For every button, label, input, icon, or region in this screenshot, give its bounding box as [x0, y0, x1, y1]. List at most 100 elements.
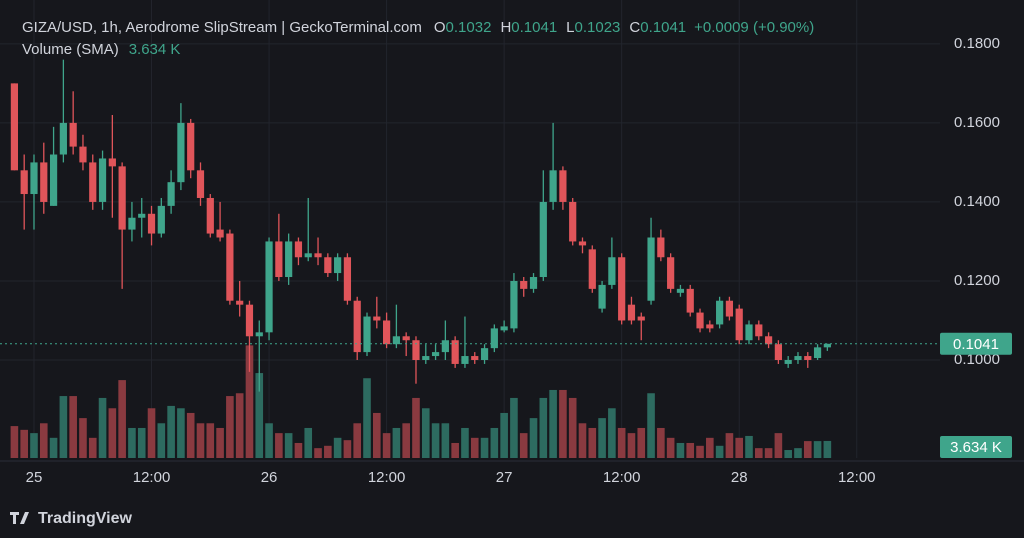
candle-body	[373, 316, 381, 321]
volume-bar	[20, 429, 28, 458]
volume-bar	[529, 418, 538, 458]
volume-bar	[30, 433, 38, 458]
volume-bar	[392, 427, 401, 458]
volume-bar	[470, 437, 479, 458]
candle-body	[275, 241, 283, 278]
candle-body	[471, 356, 479, 360]
candle-body	[696, 312, 704, 329]
volume-bar	[696, 445, 704, 458]
candle-body	[510, 280, 518, 329]
volume-bar	[10, 426, 19, 458]
volume-bar	[88, 437, 97, 458]
candle-body	[451, 340, 459, 364]
candle-body	[236, 300, 244, 305]
ohlc-label: L	[566, 19, 574, 36]
candle-body	[59, 122, 67, 155]
volume-bar	[617, 427, 626, 458]
volume-bar	[69, 396, 77, 458]
candle-body	[167, 182, 175, 206]
volume-bar	[39, 423, 48, 458]
volume-bar	[627, 433, 636, 458]
volume-bar	[745, 435, 753, 458]
volume-bar	[421, 408, 430, 458]
x-tick-label: 25	[26, 469, 43, 486]
candle-body	[422, 356, 430, 360]
volume-bar	[59, 396, 68, 458]
candle-body	[755, 324, 763, 337]
volume-bar	[735, 437, 744, 458]
volume-bar	[245, 345, 254, 458]
candle-body	[657, 237, 665, 258]
volume-bar	[794, 448, 802, 458]
y-tick-label: 0.1800	[954, 35, 1000, 52]
price-tag	[940, 332, 1012, 355]
volume-bar	[500, 412, 508, 458]
brand-logo: TradingView	[10, 510, 133, 527]
volume-bar	[559, 389, 567, 458]
candle-body	[10, 83, 18, 171]
ohlc-label: C	[629, 19, 640, 36]
volume-bar	[235, 393, 244, 458]
volume-bar	[431, 423, 440, 458]
volume-bar	[813, 441, 822, 458]
ohlc-label: O	[434, 19, 446, 36]
candle-body	[667, 257, 675, 289]
volume-bar	[186, 412, 195, 458]
candle-body	[745, 324, 753, 341]
candle-body	[618, 257, 626, 321]
volume-bar	[510, 397, 518, 458]
volume-bar	[666, 437, 675, 458]
candle-body	[285, 241, 293, 278]
volume-bar	[353, 423, 362, 458]
volume-bar	[128, 427, 136, 458]
volume-bar	[568, 397, 577, 458]
x-tick-label: 26	[261, 469, 278, 486]
candle-body	[725, 300, 734, 317]
candle-body	[784, 359, 792, 364]
candle-body	[79, 146, 87, 163]
candle-body	[461, 356, 469, 364]
volume-bar	[519, 433, 528, 458]
x-tick-label: 27	[496, 469, 513, 486]
x-tick-label: 28	[731, 469, 748, 486]
candle-body	[177, 122, 185, 183]
volume-bar	[823, 440, 832, 458]
candle-body	[480, 348, 489, 360]
ohlc-label: H	[500, 19, 511, 36]
volume-bar	[167, 405, 175, 458]
volume-bar	[706, 437, 714, 458]
volume-bar	[216, 427, 224, 458]
candle-body	[627, 304, 636, 321]
volume-tag	[940, 436, 1012, 458]
candle-body	[382, 320, 391, 345]
low-value: 0.1023	[575, 19, 621, 36]
volume-value: 3.634 K	[129, 41, 181, 58]
candle-body	[804, 356, 812, 360]
open-value: 0.1032	[446, 19, 492, 36]
volume-bar	[363, 378, 371, 458]
y-tick-label: 0.1400	[954, 193, 1000, 210]
candle-body	[245, 304, 254, 337]
legend-line: GIZA/USD, 1h, Aerodrome SlipStream | Gec…	[22, 19, 814, 36]
candle-body	[608, 257, 616, 285]
brand-name: TradingView	[38, 510, 133, 527]
volume-bar	[774, 433, 783, 458]
candle-body	[30, 162, 38, 195]
volume-bar	[715, 445, 724, 458]
candle-body	[569, 201, 577, 242]
candle-body	[764, 336, 773, 345]
candle-body	[686, 288, 694, 313]
volume-bar	[304, 427, 313, 458]
volume-bar	[764, 448, 773, 458]
logo-icon	[10, 512, 29, 524]
candle-body	[706, 324, 714, 329]
candle-body	[206, 197, 214, 234]
x-tick-label: 12:00	[838, 469, 876, 486]
candle-body	[89, 162, 97, 202]
x-tick-label: 12:00	[603, 469, 641, 486]
candle-body	[226, 233, 234, 301]
volume-bar	[461, 427, 469, 458]
volume-bar	[108, 408, 117, 458]
volume-bar	[137, 427, 146, 458]
x-tick-label: 12:00	[368, 469, 406, 486]
